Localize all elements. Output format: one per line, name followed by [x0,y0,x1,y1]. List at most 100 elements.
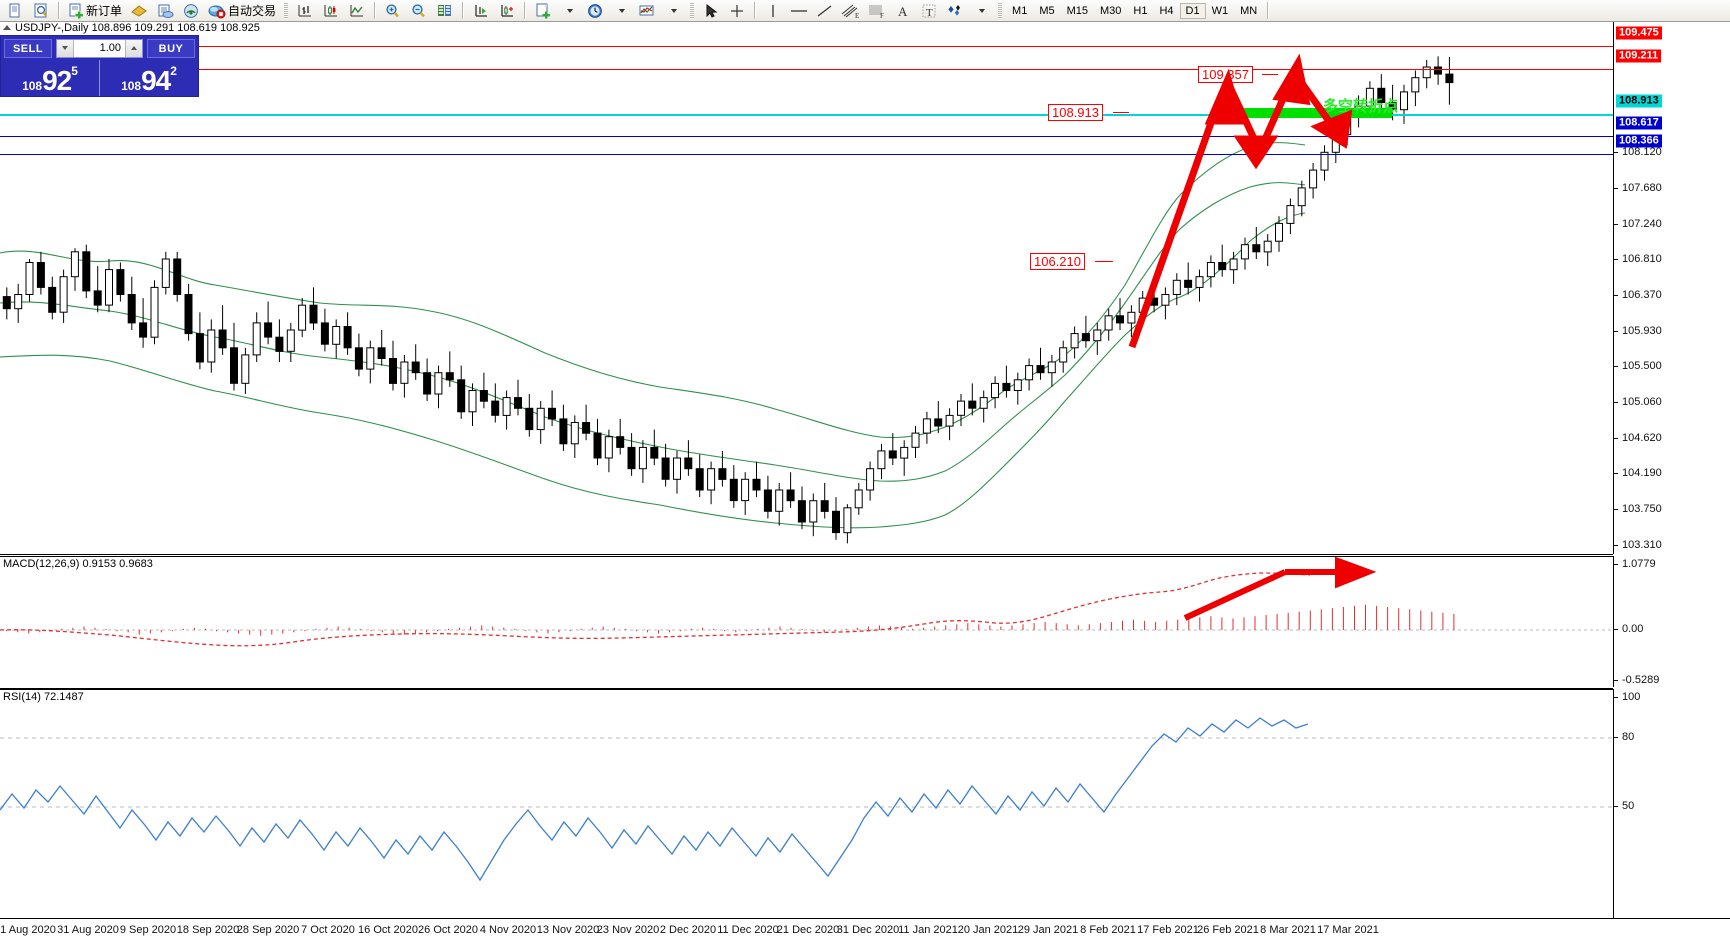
time-tick: 9 Sep 2020 [119,924,177,936]
ytick-105930: 105.930 [1614,325,1662,337]
shift-end-icon[interactable] [468,1,494,21]
macd-axis[interactable]: 1.0779 0.00 -0.5289 [1613,556,1730,687]
period-dropdown-caret[interactable] [608,1,634,21]
macd-ytick-zero: 0.00 [1614,623,1643,635]
fibonacci-icon[interactable]: F [864,1,890,21]
metaeditor-icon[interactable] [126,1,152,21]
volume-increase-button[interactable] [125,39,142,57]
hline-108366[interactable] [0,154,1613,155]
timeframe-h1[interactable]: H1 [1133,4,1148,17]
candlestick-chart-icon[interactable] [318,1,344,21]
toolbar-grip-2[interactable] [690,2,695,19]
volume-value[interactable]: 1.00 [99,41,121,54]
ytick-103310: 103.310 [1614,539,1662,551]
cursor-icon[interactable] [698,1,724,21]
autotrading-label: 自动交易 [228,4,277,18]
svg-text:F: F [880,12,884,19]
svg-text:T: T [926,7,933,19]
hline-108617-bid[interactable] [0,136,1613,137]
macd-pane[interactable] [0,556,1613,689]
price-tag-109475: 109.475 [1616,26,1662,40]
zoom-out-icon[interactable] [406,1,432,21]
profiles-icon[interactable] [28,1,54,21]
timeframe-m5[interactable]: M5 [1039,4,1055,17]
toolbar-grip[interactable] [284,2,289,19]
vertical-line-icon[interactable] [760,1,786,21]
timeframe-d1[interactable]: D1 [1179,2,1206,19]
bollinger-upper-band [0,142,1306,439]
terminal-icon[interactable] [152,1,178,21]
hline-109475[interactable] [0,46,1613,47]
chinese-annotation-text[interactable]: 多空转折点 [1323,97,1399,115]
sell-quote-fraction: 5 [71,64,78,78]
collapse-triangle-icon[interactable] [3,25,11,30]
arrow-down-shaft [1226,85,1260,145]
time-tick: 8 Feb 2021 [1080,924,1136,936]
hline-108913-ask[interactable] [0,114,1613,116]
label-108913[interactable]: 108.913 [1048,104,1103,121]
rsi-caption: RSI(14) 72.1487 [3,691,84,703]
label-106210[interactable]: 106.210 [1030,253,1085,270]
support-zone-rectangle[interactable] [1217,108,1392,118]
buy-quote[interactable]: 108 94 2 [99,60,198,96]
crosshair-icon[interactable] [724,1,750,21]
equidistant-channel-icon[interactable]: E [838,1,864,21]
templates-icon[interactable] [634,1,660,21]
shapes-icon[interactable] [942,1,968,21]
indicators-dropdown-caret[interactable] [556,1,582,21]
time-tick: 2 Dec 2020 [659,924,717,936]
sell-button[interactable]: SELL [4,38,52,58]
timeframe-mn[interactable]: MN [1240,4,1258,17]
zoom-in-icon[interactable] [380,1,406,21]
buy-button[interactable]: BUY [147,38,195,58]
volume-decrease-button[interactable] [57,39,74,57]
line-chart-icon[interactable] [344,1,370,21]
timeframe-m1[interactable]: M1 [1012,4,1028,17]
toolbar-grip-3[interactable] [998,2,1003,19]
rsi-ytick-100: 100 [1614,691,1640,703]
timeframe-m30[interactable]: M30 [1100,4,1122,17]
templates-dropdown-caret[interactable] [660,1,686,21]
new-chart-icon[interactable] [2,1,28,21]
autotrading-button[interactable]: 自动交易 [204,1,280,21]
volume-stepper[interactable]: 1.00 [56,38,143,58]
time-tick: 17 Feb 2021 [1137,924,1199,936]
one-click-trading-panel[interactable]: SELL 1.00 BUY 108 92 5 108 94 2 [0,35,199,97]
ytick-106810: 106.810 [1614,253,1662,265]
hline-109211[interactable] [0,69,1613,70]
time-tick: 21 Dec 2020 [776,924,840,936]
auto-scroll-icon[interactable] [494,1,520,21]
timeframe-w1[interactable]: W1 [1211,4,1229,17]
timeframe-m15[interactable]: M15 [1066,4,1088,17]
trendline-icon[interactable] [812,1,838,21]
price-chart-svg [0,56,1454,544]
shapes-dropdown-caret[interactable] [968,1,994,21]
rsi-axis[interactable]: 100 80 50 [1613,689,1730,918]
new-order-button[interactable]: 新订单 [64,1,126,21]
time-axis[interactable]: 1 Aug 2020 31 Aug 2020 9 Sep 2020 18 Sep 20… [0,918,1730,944]
toolbar-separator [58,2,60,19]
bar-chart-icon[interactable] [292,1,318,21]
sell-quote[interactable]: 108 92 5 [1,60,99,96]
tile-windows-icon[interactable] [432,1,458,21]
label-109357[interactable]: 109.357 [1198,66,1253,83]
svg-text:E: E [855,12,859,19]
text-box-icon[interactable]: T [916,1,942,21]
rsi-pane[interactable] [0,689,1613,920]
price-chart-pane[interactable]: 109.357 108.913 106.210 多空转折点 [0,35,1613,555]
price-tag-108913-ask: 108.913 [1616,94,1662,108]
horizontal-line-icon[interactable] [786,1,812,21]
price-axis[interactable]: 109.475 109.211 108.913 108.617 108.366 … [1613,22,1730,622]
timeframe-h4[interactable]: H4 [1159,4,1174,17]
indicators-icon[interactable] [530,1,556,21]
time-tick: 31 Dec 2020 [836,924,900,936]
macd-arrow-overlay [1183,557,1377,621]
time-tick: 26 Feb 2021 [1197,924,1259,936]
text-label-icon[interactable]: A [890,1,916,21]
rsi-svg [0,717,1613,882]
period-clock-icon[interactable] [582,1,608,21]
data-window-icon[interactable] [178,1,204,21]
macd-ytick-bottom: -0.5289 [1614,674,1659,686]
ytick-105060: 105.060 [1614,396,1662,408]
